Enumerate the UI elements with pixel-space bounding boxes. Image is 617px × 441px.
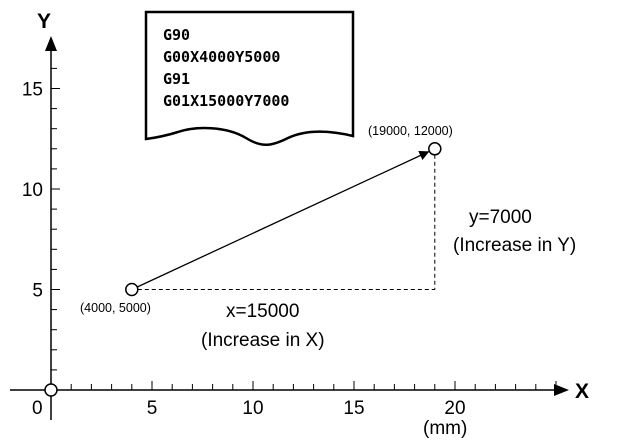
start-point-label: (4000, 5000)	[80, 301, 151, 315]
y-increment-caption: (Increase in Y)	[453, 235, 576, 256]
axis-ticks: 5 10 15 20 5 10 15	[22, 67, 557, 419]
y-axis-label: Y	[37, 10, 51, 33]
origin-label: 0	[32, 398, 43, 419]
program-line-2: G00X4000Y5000	[163, 48, 280, 66]
end-point-label: (19000, 12000)	[368, 124, 453, 138]
x-unit-label: (mm)	[423, 418, 467, 439]
motion-vector-arrow	[136, 151, 430, 288]
x-tick-label: 20	[444, 398, 465, 419]
x-axis-arrowhead	[554, 384, 569, 396]
end-point	[428, 142, 442, 156]
start-point	[125, 282, 139, 297]
x-tick-label: 15	[343, 398, 364, 419]
axes: X Y 0 (mm)	[10, 10, 589, 439]
x-tick-label: 10	[242, 398, 263, 419]
x-axis-label: X	[575, 380, 589, 403]
x-increment-value: x=15000	[226, 301, 299, 322]
program-sheet: G90 G00X4000Y5000 G91 G01X15000Y7000	[144, 10, 355, 146]
program-line-4: G01X15000Y7000	[163, 92, 289, 110]
program-line-1: G90	[163, 26, 190, 44]
y-axis-arrowhead	[45, 36, 57, 51]
x-tick-label: 5	[147, 398, 158, 419]
y-tick-label: 10	[22, 180, 43, 201]
origin-point	[44, 383, 58, 397]
program-sheet-outline	[144, 10, 355, 146]
y-tick-label: 15	[22, 80, 43, 101]
y-tick-label: 5	[32, 281, 43, 302]
program-line-3: G91	[163, 70, 190, 88]
y-increment-value: y=7000	[469, 207, 532, 228]
x-increment-caption: (Increase in X)	[201, 330, 325, 351]
increment-guides	[137, 154, 436, 290]
